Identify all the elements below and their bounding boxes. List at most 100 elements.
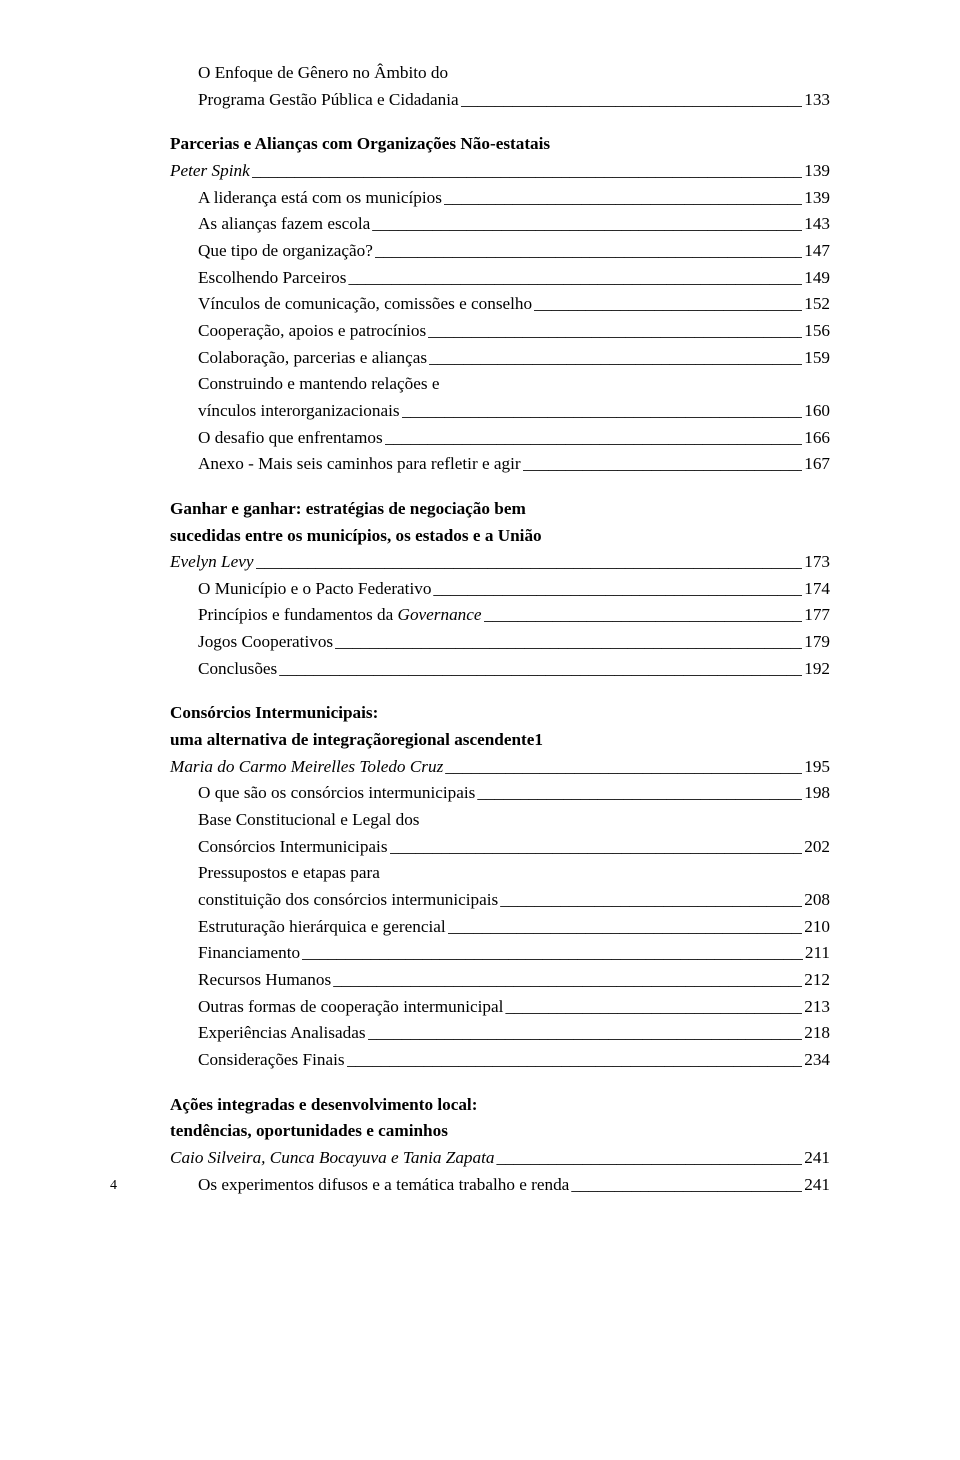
toc-leader-dots	[279, 656, 802, 683]
toc-line: Considerações Finais 234	[170, 1047, 830, 1074]
toc-label: Os experimentos difusos e a temática tra…	[198, 1172, 569, 1199]
toc-page-ref: 152	[804, 291, 830, 318]
toc-page-ref: 192	[804, 656, 830, 683]
toc-label: Outras formas de cooperação intermunicip…	[198, 994, 503, 1021]
toc-page-ref: 212	[804, 967, 830, 994]
toc-line: Construindo e mantendo relações e	[170, 371, 830, 398]
toc-leader-dots	[461, 87, 803, 114]
toc-label: A liderança está com os municípios	[198, 185, 442, 212]
toc-page-ref: 198	[804, 780, 830, 807]
toc-label: As alianças fazem escola	[198, 211, 370, 238]
toc-page-ref: 241	[804, 1172, 830, 1199]
toc-leader-dots	[505, 994, 802, 1021]
toc-label: Consórcios Intermunicipais:	[170, 700, 378, 727]
toc-line: Ações integradas e desenvolvimento local…	[170, 1092, 830, 1119]
toc-label: Construindo e mantendo relações e	[198, 371, 440, 398]
toc-line: Jogos Cooperativos 179	[170, 629, 830, 656]
toc-line: Maria do Carmo Meirelles Toledo Cruz 195	[170, 754, 830, 781]
toc-page-ref: 160	[804, 398, 830, 425]
toc-page-ref: 211	[805, 940, 830, 967]
toc-leader-dots	[252, 158, 803, 185]
toc-container: O Enfoque de Gênero no Âmbito doPrograma…	[170, 60, 830, 1198]
toc-label: vínculos interorganizacionais	[198, 398, 400, 425]
toc-label: Jogos Cooperativos	[198, 629, 333, 656]
page-number: 4	[110, 1178, 117, 1194]
toc-leader-dots	[428, 318, 802, 345]
toc-page-ref: 210	[804, 914, 830, 941]
toc-gap	[170, 1074, 830, 1092]
toc-page-ref: 156	[804, 318, 830, 345]
toc-page-ref: 133	[804, 87, 830, 114]
toc-line: Escolhendo Parceiros 149	[170, 265, 830, 292]
toc-line: Experiências Analisadas 218	[170, 1020, 830, 1047]
toc-page-ref: 234	[804, 1047, 830, 1074]
toc-page-ref: 147	[804, 238, 830, 265]
toc-line: tendências, oportunidades e caminhos	[170, 1118, 830, 1145]
toc-line: O Enfoque de Gênero no Âmbito do	[170, 60, 830, 87]
toc-label: Evelyn Levy	[170, 549, 254, 576]
toc-label: Cooperação, apoios e patrocínios	[198, 318, 426, 345]
toc-line: Cooperação, apoios e patrocínios 156	[170, 318, 830, 345]
toc-page-ref: 174	[804, 576, 830, 603]
toc-line: Parcerias e Alianças com Organizações Nã…	[170, 131, 830, 158]
toc-line: Outras formas de cooperação intermunicip…	[170, 994, 830, 1021]
toc-label: O Município e o Pacto Federativo	[198, 576, 431, 603]
toc-label: Parcerias e Alianças com Organizações Nã…	[170, 131, 550, 158]
toc-label: sucedidas entre os municípios, os estado…	[170, 523, 542, 550]
toc-label: tendências, oportunidades e caminhos	[170, 1118, 448, 1145]
toc-leader-dots	[534, 291, 802, 318]
toc-page-ref: 202	[804, 834, 830, 861]
toc-leader-dots	[368, 1020, 803, 1047]
toc-leader-dots	[571, 1172, 802, 1199]
toc-page-ref: 173	[804, 549, 830, 576]
toc-page-ref: 159	[804, 345, 830, 372]
toc-label: Princípios e fundamentos da Governance	[198, 602, 482, 629]
toc-label: Programa Gestão Pública e Cidadania	[198, 87, 459, 114]
toc-line: O Município e o Pacto Federativo 174	[170, 576, 830, 603]
toc-label-italic-word: Governance	[398, 605, 482, 624]
toc-page-ref: 208	[804, 887, 830, 914]
toc-label: Experiências Analisadas	[198, 1020, 366, 1047]
toc-label: Que tipo de organização?	[198, 238, 373, 265]
toc-label: Estruturação hierárquica e gerencial	[198, 914, 446, 941]
toc-gap	[170, 478, 830, 496]
toc-leader-dots	[333, 967, 802, 994]
toc-leader-dots	[347, 1047, 803, 1074]
toc-label: Pressupostos e etapas para	[198, 860, 380, 887]
toc-line: As alianças fazem escola 143	[170, 211, 830, 238]
toc-leader-dots	[348, 265, 802, 292]
toc-leader-dots	[302, 940, 803, 967]
toc-leader-dots	[484, 602, 803, 629]
toc-line: Caio Silveira, Cunca Bocayuva e Tania Za…	[170, 1145, 830, 1172]
toc-line: vínculos interorganizacionais 160	[170, 398, 830, 425]
toc-line: Os experimentos difusos e a temática tra…	[170, 1172, 830, 1199]
toc-leader-dots	[523, 451, 803, 478]
toc-line: O desafio que enfrentamos 166	[170, 425, 830, 452]
toc-leader-dots	[335, 629, 802, 656]
toc-page-ref: 241	[804, 1145, 830, 1172]
toc-leader-dots	[256, 549, 803, 576]
toc-page-ref: 139	[804, 158, 830, 185]
toc-line: Que tipo de organização? 147	[170, 238, 830, 265]
toc-leader-dots	[429, 345, 802, 372]
toc-label: Ações integradas e desenvolvimento local…	[170, 1092, 477, 1119]
toc-leader-dots	[402, 398, 803, 425]
toc-label: Peter Spink	[170, 158, 250, 185]
toc-label: Financiamento	[198, 940, 300, 967]
toc-page-ref: 143	[804, 211, 830, 238]
toc-line: Consórcios Intermunicipais 202	[170, 834, 830, 861]
toc-page: O Enfoque de Gênero no Âmbito doPrograma…	[0, 0, 960, 1238]
toc-leader-dots	[385, 425, 803, 452]
toc-line: Peter Spink 139	[170, 158, 830, 185]
toc-line: Vínculos de comunicação, comissões e con…	[170, 291, 830, 318]
toc-line: constituição dos consórcios intermunicip…	[170, 887, 830, 914]
toc-line: Ganhar e ganhar: estratégias de negociaç…	[170, 496, 830, 523]
toc-page-ref: 177	[804, 602, 830, 629]
toc-leader-dots	[448, 914, 803, 941]
toc-label: O que são os consórcios intermunicipais	[198, 780, 475, 807]
toc-leader-dots	[433, 576, 802, 603]
toc-line: A liderança está com os municípios 139	[170, 185, 830, 212]
toc-page-ref: 218	[804, 1020, 830, 1047]
toc-line: Consórcios Intermunicipais:	[170, 700, 830, 727]
toc-gap	[170, 113, 830, 131]
